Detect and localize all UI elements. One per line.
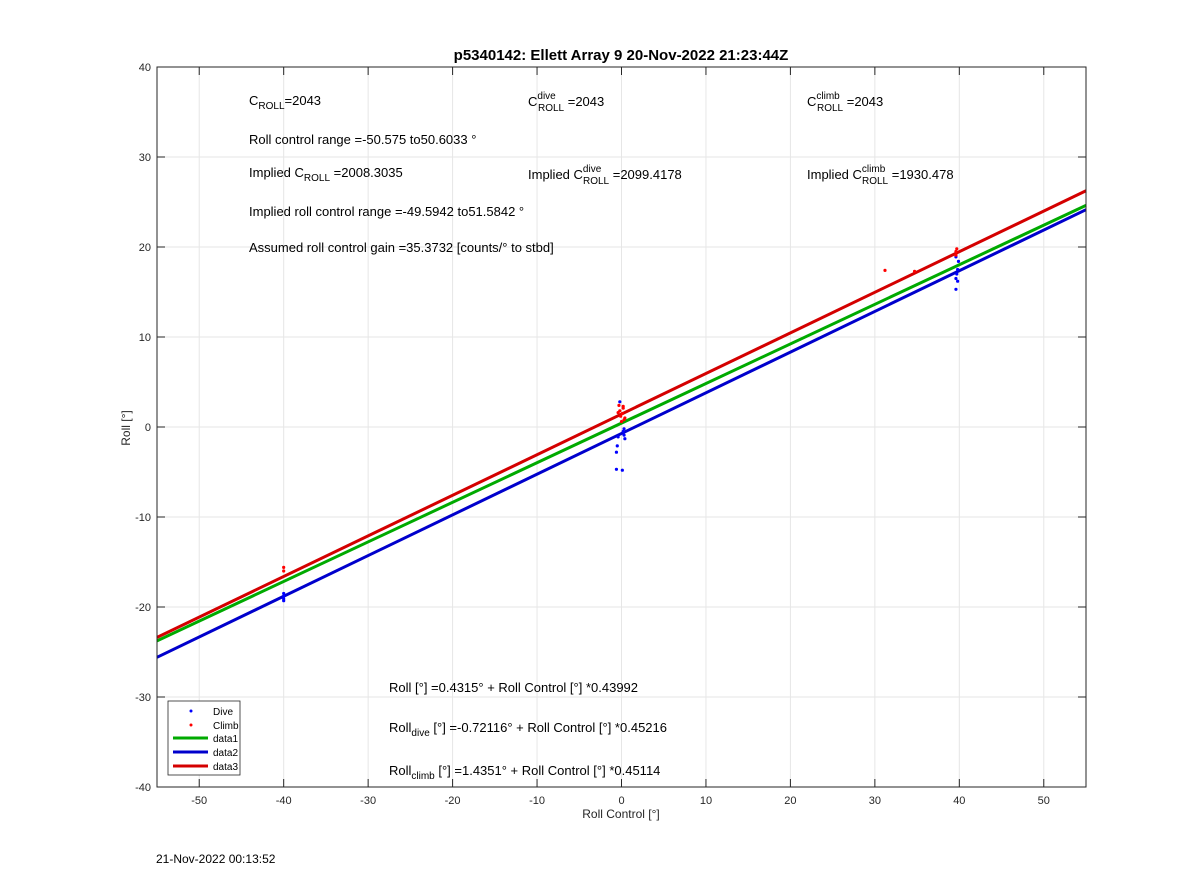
point-climb [282, 565, 286, 570]
point-climb [621, 404, 625, 408]
print-timestamp: 21-Nov-2022 00:13:52 [156, 852, 276, 866]
x-tick-label: 20 [784, 795, 796, 807]
point-dive [956, 259, 961, 263]
x-tick-label: -10 [529, 795, 545, 807]
y-tick-label: 20 [139, 242, 151, 254]
point-dive [622, 433, 626, 437]
x-tick-label: 10 [700, 795, 712, 807]
data-points [282, 247, 961, 603]
legend-data1-label: data1 [213, 734, 238, 745]
point-climb [623, 416, 627, 420]
point-dive [618, 400, 622, 404]
point-climb [619, 420, 624, 424]
fit-line-data2 [156, 208, 1087, 659]
y-tick-label: 10 [139, 332, 151, 344]
chart-title: p5340142: Ellett Array 9 20-Nov-2022 21:… [454, 47, 789, 64]
c-roll-annotation: CROLL=2043 [249, 93, 321, 112]
legend-data2-label: data2 [213, 748, 238, 759]
y-tick-label: 40 [139, 62, 151, 74]
point-dive [621, 429, 625, 434]
implied-c-roll-climb-annotation: Implied Cclimb ROLL =1930.478 [807, 164, 954, 187]
implied-c-roll-annotation: Implied CROLL =2008.3035 [249, 165, 403, 184]
y-tick-label: -30 [135, 692, 151, 704]
point-climb [616, 411, 620, 415]
point-dive [956, 267, 960, 272]
point-climb [282, 569, 286, 573]
point-dive [954, 287, 958, 291]
x-tick-label: -40 [276, 795, 292, 807]
x-tick-label: 0 [618, 795, 624, 807]
point-climb [912, 269, 917, 273]
legend-climb-label: Climb [213, 721, 239, 732]
equation-dive: Rolldive [°] =-0.72116° + Roll Control [… [389, 720, 667, 739]
point-dive [282, 591, 286, 596]
point-dive [956, 279, 960, 283]
y-axis-label: Roll [°] [119, 410, 133, 445]
point-climb [617, 403, 621, 407]
point-climb [620, 411, 624, 416]
ticks: -50 -40 -30 -20 -10 0 10 20 30 40 50 -40 -30 -20 -10 0 1… [135, 62, 1086, 807]
x-tick-label: 50 [1038, 795, 1050, 807]
x-tick-label: -50 [191, 795, 207, 807]
x-tick-label: 30 [869, 795, 881, 807]
legend-dive-label: Dive [213, 707, 233, 718]
x-tick-label: -20 [445, 795, 461, 807]
point-climb [883, 268, 887, 272]
implied-c-roll-dive-annotation: Implied Cdive ROLL =2099.4178 [528, 164, 682, 187]
point-dive [282, 594, 286, 598]
y-tick-label: -10 [135, 512, 151, 524]
point-dive [955, 272, 959, 276]
y-tick-label: 30 [139, 152, 151, 164]
point-dive [623, 437, 627, 441]
legend-climb-marker [189, 723, 193, 727]
legend-data3-label: data3 [213, 762, 238, 773]
x-axis-label: Roll Control [°] [582, 807, 660, 821]
assumed-gain-annotation: Assumed roll control gain =35.3732 [coun… [249, 240, 554, 255]
c-roll-dive-annotation: Cdive ROLL =2043 [528, 91, 604, 114]
point-dive [614, 450, 619, 454]
y-tick-label: -40 [135, 782, 151, 794]
y-tick-label: 0 [145, 422, 151, 434]
c-roll-climb-annotation: Cclimb ROLL =2043 [807, 91, 883, 114]
x-tick-label: 40 [953, 795, 965, 807]
equation-climb: Rollclimb [°] =1.4351° + Roll Control [°… [389, 763, 660, 782]
legend: Dive Climb data1 data2 data3 [167, 700, 241, 776]
point-dive [620, 468, 624, 472]
point-dive [616, 435, 620, 439]
x-tick-label: -30 [360, 795, 376, 807]
point-dive [615, 444, 619, 448]
point-climb [619, 414, 623, 418]
equation-all: Roll [°] =0.4315° + Roll Control [°] *0.… [389, 680, 638, 695]
point-climb [955, 247, 959, 251]
implied-range-annotation: Implied roll control range =-49.5942 to5… [249, 204, 524, 219]
point-climb [954, 253, 958, 257]
point-dive [614, 467, 619, 471]
y-tick-label: -20 [135, 602, 151, 614]
roll-control-range-annotation: Roll control range =-50.575 to50.6033 ° [249, 132, 476, 147]
legend-dive-marker [189, 709, 193, 713]
point-dive [282, 599, 286, 603]
point-dive [622, 427, 626, 431]
point-dive [954, 276, 958, 281]
point-climb [954, 249, 958, 254]
